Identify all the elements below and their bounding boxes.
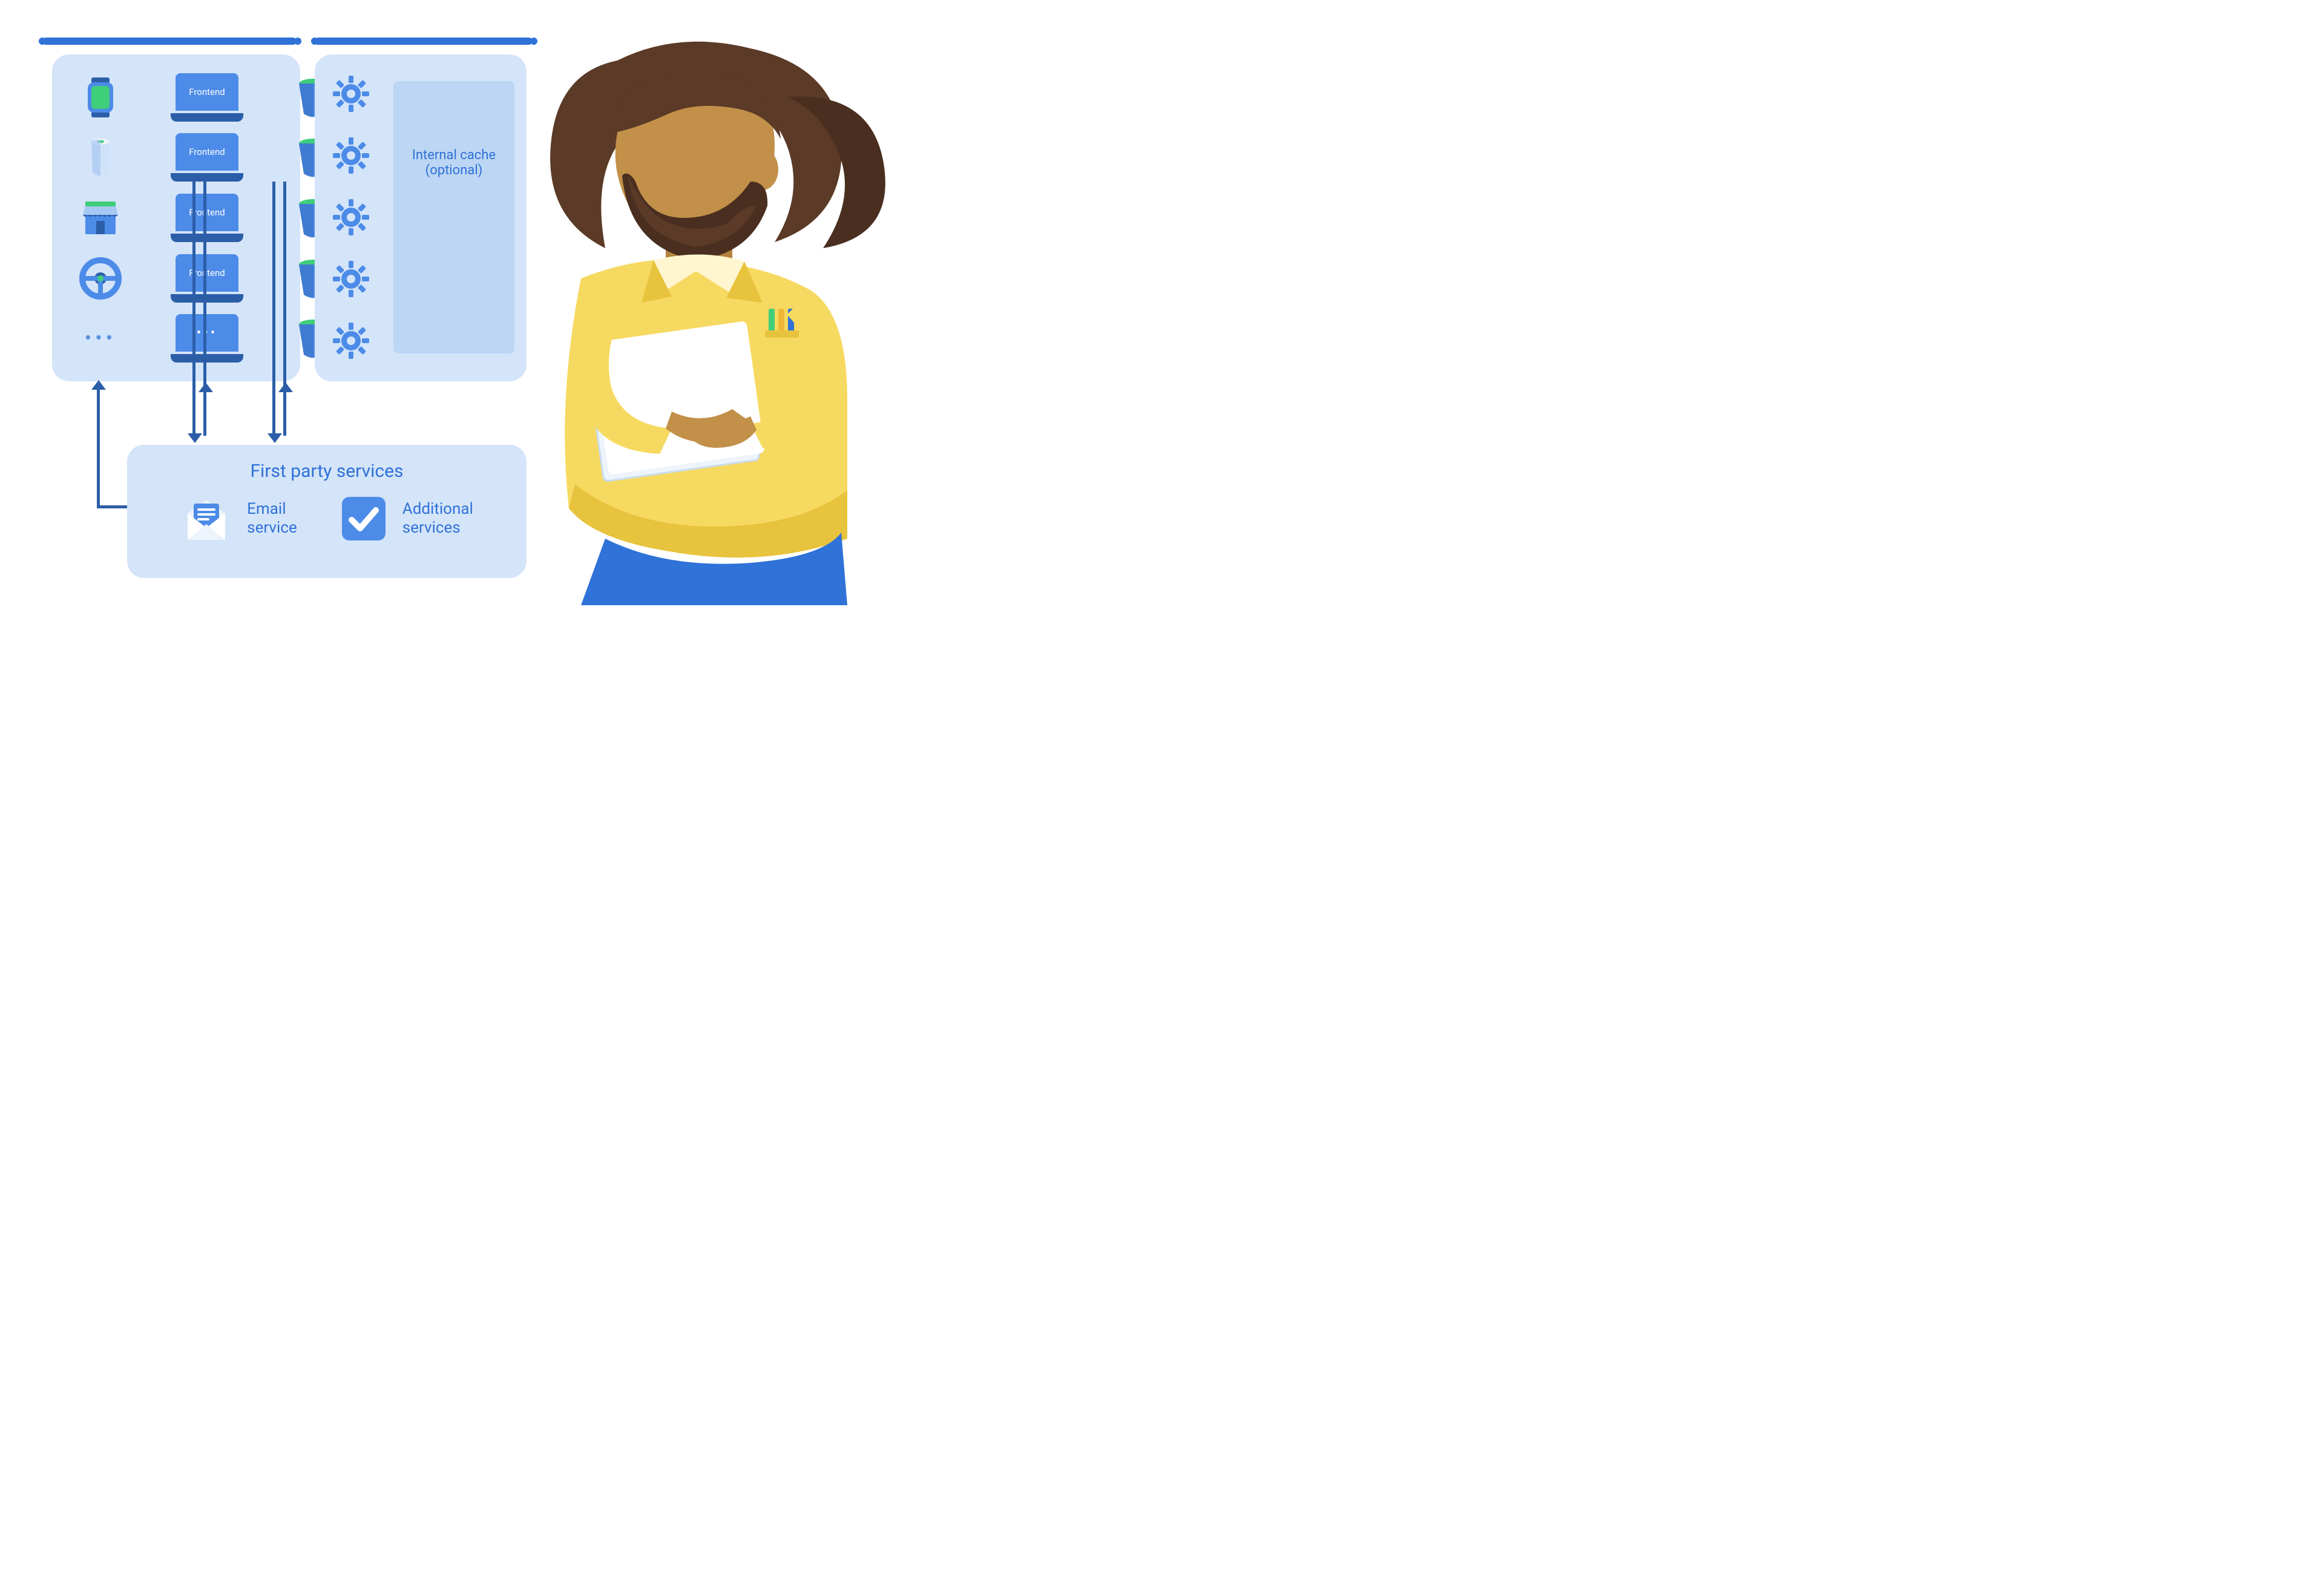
arrow-left-down-head bbox=[188, 433, 202, 443]
laptop-frontend-3: Frontend bbox=[171, 194, 243, 242]
laptop-frontend-1: Frontend bbox=[171, 73, 243, 122]
gear-icon bbox=[333, 323, 369, 359]
laptop-frontend-5: ••• bbox=[171, 314, 243, 363]
frontend-label: Frontend bbox=[189, 87, 225, 97]
laptop-frontend-4: Frontend bbox=[171, 254, 243, 303]
arrow-services-to-left bbox=[97, 387, 100, 508]
gear-icon bbox=[333, 261, 369, 297]
laptop-frontend-2: Frontend bbox=[171, 133, 243, 182]
add-line2: services bbox=[402, 519, 473, 537]
gear-icon bbox=[333, 199, 369, 235]
person-illustration bbox=[484, 24, 896, 605]
email-service: Email service bbox=[180, 493, 297, 545]
top-bar-left-dot-r bbox=[294, 38, 301, 45]
cache-label-2: (optional) bbox=[425, 163, 483, 178]
checkmark-icon bbox=[340, 494, 388, 543]
smart-speaker-icon bbox=[79, 136, 122, 179]
add-line1: Additional bbox=[402, 500, 473, 519]
cache-label-1: Internal cache bbox=[412, 148, 496, 163]
watch-icon bbox=[79, 76, 122, 119]
email-line1: Email bbox=[247, 500, 297, 519]
arrow-services-to-left-head bbox=[91, 380, 106, 390]
gear-column bbox=[327, 63, 375, 372]
gear-icon bbox=[333, 76, 369, 112]
steering-wheel-icon bbox=[79, 257, 122, 300]
arrow-services-to-left-h bbox=[97, 505, 130, 508]
top-bar-right-dot bbox=[311, 38, 318, 45]
gear-icon bbox=[333, 137, 369, 174]
left-panel: Frontend Frontend Frontend bbox=[52, 54, 300, 381]
arrow-left-down-a bbox=[192, 182, 195, 436]
top-bar-left bbox=[42, 38, 297, 45]
arrow-right-down-a bbox=[272, 182, 275, 436]
arrow-right-up-head bbox=[278, 382, 293, 392]
frontend-label: Frontend bbox=[189, 146, 225, 157]
email-icon bbox=[180, 493, 232, 545]
arrow-right-down-b bbox=[283, 182, 286, 436]
top-label-left: Presentation Layer bbox=[194, 12, 337, 32]
email-line2: service bbox=[247, 519, 297, 537]
storefront-icon bbox=[79, 197, 122, 239]
arrow-right-down-head bbox=[268, 433, 282, 443]
services-panel: First party services Email service bbox=[127, 445, 527, 578]
additional-services: Additional services bbox=[340, 494, 473, 543]
top-bar-left-dot bbox=[39, 38, 46, 45]
services-title: First party services bbox=[250, 461, 403, 482]
arrow-left-down-b bbox=[203, 182, 206, 436]
arrow-left-up-head bbox=[199, 382, 213, 392]
ellipsis-icon: ••• bbox=[85, 326, 116, 350]
